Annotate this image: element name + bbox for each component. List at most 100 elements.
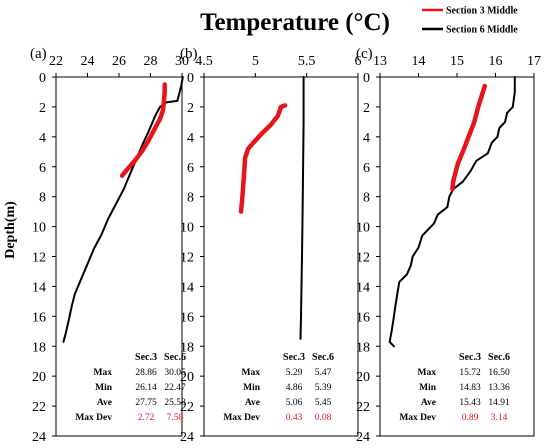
stats-row-label: Max bbox=[242, 368, 261, 378]
y-tick-label: 20 bbox=[356, 370, 370, 385]
panel-letter-2: (c) bbox=[356, 46, 373, 62]
stats-value-sec3: 26.14 bbox=[135, 383, 157, 393]
y-tick-label: 14 bbox=[356, 280, 370, 295]
y-tick-label: 18 bbox=[180, 340, 194, 355]
stats-value-sec6: 25.58 bbox=[164, 398, 186, 408]
x-tick-label: 6 bbox=[355, 54, 362, 69]
legend-label-1: Section 6 Middle bbox=[446, 25, 518, 36]
legend-label-0: Section 3 Middle bbox=[446, 6, 518, 17]
series-line-section3 bbox=[119, 82, 167, 178]
y-tick-label: 20 bbox=[180, 370, 194, 385]
y-tick-label: 10 bbox=[180, 221, 194, 236]
series-line-section6 bbox=[62, 76, 184, 343]
y-tick-label: 4 bbox=[187, 131, 194, 146]
stats-value-sec6: 14.91 bbox=[488, 398, 510, 408]
stats-row-label: Ave bbox=[97, 398, 112, 408]
stats-header-sec3: Sec.3 bbox=[459, 352, 481, 363]
stats-value-sec3: 15.72 bbox=[459, 368, 481, 378]
y-tick-label: 24 bbox=[32, 430, 46, 443]
stats-value-sec3: 0.89 bbox=[462, 413, 479, 423]
y-tick-label: 10 bbox=[356, 221, 370, 236]
series-line-section6 bbox=[299, 76, 305, 340]
plot-frame-1 bbox=[203, 76, 359, 437]
y-tick-label: 12 bbox=[32, 251, 46, 266]
plot-frame-2 bbox=[379, 76, 535, 437]
stats-row-label: Max Dev bbox=[223, 413, 260, 423]
y-tick-label: 8 bbox=[187, 191, 194, 206]
x-tick-label: 5 bbox=[252, 54, 259, 69]
y-tick-label: 16 bbox=[180, 310, 194, 325]
y-tick-label: 24 bbox=[356, 430, 370, 443]
y-tick-label: 6 bbox=[39, 161, 46, 176]
y-tick-label: 6 bbox=[363, 161, 370, 176]
stats-value-sec3: 4.86 bbox=[286, 383, 303, 393]
x-tick-label: 24 bbox=[81, 54, 95, 69]
panel-letter-1: (b) bbox=[180, 46, 198, 62]
y-tick-label: 8 bbox=[39, 191, 46, 206]
y-tick-label: 14 bbox=[32, 280, 46, 295]
y-tick-label: 2 bbox=[39, 101, 46, 116]
stats-value-sec6: 5.39 bbox=[315, 383, 332, 393]
y-tick-label: 16 bbox=[32, 310, 46, 325]
x-tick-label: 26 bbox=[112, 54, 126, 69]
stats-row-label: Max bbox=[94, 368, 113, 378]
y-tick-label: 12 bbox=[180, 251, 194, 266]
panel-letter-0: (a) bbox=[30, 46, 47, 62]
stats-row-label: Min bbox=[243, 383, 261, 393]
stats-value-sec6: 5.47 bbox=[315, 368, 332, 378]
y-tick-label: 6 bbox=[187, 161, 194, 176]
stats-value-sec6: 7.58 bbox=[167, 413, 184, 423]
x-tick-label: 28 bbox=[144, 54, 158, 69]
stats-row-label: Max bbox=[418, 368, 437, 378]
x-tick-label: 15 bbox=[450, 54, 464, 69]
y-tick-label: 16 bbox=[356, 310, 370, 325]
y-tick-label: 22 bbox=[180, 400, 194, 415]
stats-value-sec3: 28.86 bbox=[135, 368, 157, 378]
stats-value-sec6: 22.47 bbox=[164, 383, 186, 393]
stats-value-sec6: 3.14 bbox=[491, 413, 508, 423]
y-tick-label: 0 bbox=[187, 71, 194, 86]
x-tick-label: 14 bbox=[412, 54, 426, 69]
stats-row-label: Ave bbox=[245, 398, 260, 408]
legend: Section 3 Middle Section 6 Middle bbox=[422, 6, 518, 36]
series-line-section6 bbox=[388, 76, 516, 348]
x-tick-label: 13 bbox=[373, 54, 387, 69]
y-tick-label: 18 bbox=[356, 340, 370, 355]
y-tick-label: 8 bbox=[363, 191, 370, 206]
stats-value-sec3: 0.43 bbox=[286, 413, 303, 423]
stats-header-sec3: Sec.3 bbox=[135, 352, 157, 363]
x-tick-label: 17 bbox=[527, 54, 541, 69]
x-tick-label: 30 bbox=[175, 54, 189, 69]
series-line-section3 bbox=[450, 83, 487, 192]
stats-value-sec3: 14.83 bbox=[459, 383, 481, 393]
y-tick-label: 4 bbox=[39, 131, 46, 146]
stats-row-label: Min bbox=[95, 383, 113, 393]
stats-header-sec6: Sec.6 bbox=[164, 352, 186, 363]
stats-value-sec3: 5.29 bbox=[286, 368, 303, 378]
x-tick-label: 16 bbox=[489, 54, 503, 69]
stats-header-sec6: Sec.6 bbox=[488, 352, 510, 363]
stats-row-label: Max Dev bbox=[399, 413, 436, 423]
stats-header-sec3: Sec.3 bbox=[283, 352, 305, 363]
stats-value-sec3: 2.72 bbox=[138, 413, 155, 423]
y-tick-label: 12 bbox=[356, 251, 370, 266]
stats-value-sec6: 0.08 bbox=[315, 413, 332, 423]
y-axis-label: Depth(m) bbox=[3, 201, 18, 259]
y-tick-label: 10 bbox=[32, 221, 46, 236]
stats-row-label: Max Dev bbox=[75, 413, 112, 423]
stats-value-sec6: 30.05 bbox=[164, 368, 186, 378]
y-tick-label: 0 bbox=[39, 71, 46, 86]
y-tick-label: 4 bbox=[363, 131, 370, 146]
y-tick-label: 2 bbox=[363, 101, 370, 116]
stats-row-label: Ave bbox=[421, 398, 436, 408]
stats-value-sec6: 16.50 bbox=[488, 368, 510, 378]
stats-value-sec6: 5.45 bbox=[315, 398, 332, 408]
plot-frame-0 bbox=[55, 76, 183, 437]
stats-header-sec6: Sec.6 bbox=[312, 352, 334, 363]
y-tick-label: 2 bbox=[187, 101, 194, 116]
